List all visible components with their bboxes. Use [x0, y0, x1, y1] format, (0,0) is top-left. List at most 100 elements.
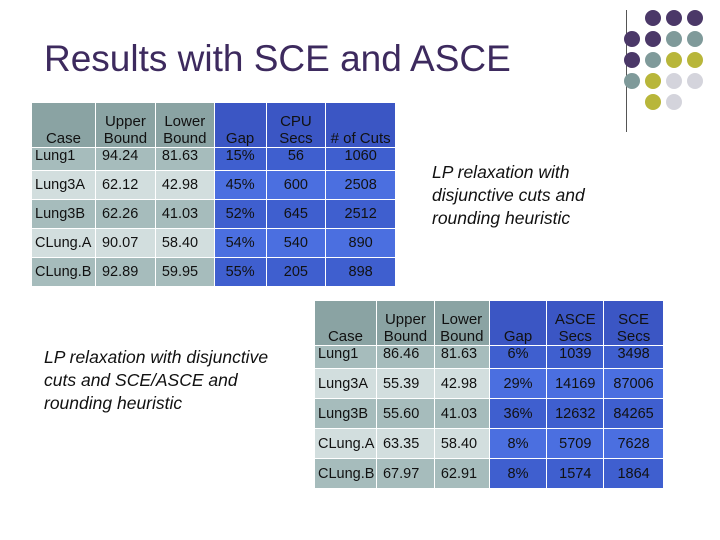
value-cell: 55.39 [375, 368, 435, 399]
value-cell: 55.60 [375, 398, 435, 429]
value-cell: 87006 [603, 368, 664, 399]
value-cell: 15% [213, 147, 267, 171]
decorative-dot [687, 10, 703, 26]
column-header: # of Cuts [325, 102, 396, 148]
case-cell: Lung3A [314, 368, 377, 399]
decorative-dot [666, 52, 682, 68]
column-header: Upper Bound [375, 300, 435, 346]
case-cell: Lung3B [314, 398, 377, 429]
table-header-row: Case Upper Bound Lower Bound Gap ASCE Secs SC… [314, 300, 664, 346]
table-row: Lung1 94.24 81.63 15% 56 1060 [31, 147, 396, 171]
decorative-dot [645, 52, 661, 68]
decorative-dot [687, 52, 703, 68]
column-header: Lower Bound [433, 300, 490, 346]
value-cell: 59.95 [154, 257, 215, 287]
value-cell: 8% [488, 428, 548, 459]
column-header: Gap [488, 300, 548, 346]
value-cell: 1039 [546, 345, 605, 369]
decorative-dot [624, 52, 640, 68]
case-cell: CLung.A [31, 228, 96, 258]
column-header: Case [314, 300, 377, 346]
value-cell: 645 [265, 199, 327, 229]
value-cell: 62.26 [94, 199, 156, 229]
value-cell: 1574 [546, 458, 605, 489]
decorative-dot-grid [624, 10, 703, 110]
value-cell: 94.24 [94, 147, 156, 171]
value-cell: 58.40 [154, 228, 215, 258]
value-cell: 86.46 [375, 345, 435, 369]
value-cell: 58.40 [433, 428, 490, 459]
table-row: Lung1 86.46 81.63 6% 1039 3498 [314, 345, 664, 369]
value-cell: 3498 [603, 345, 664, 369]
value-cell: 92.89 [94, 257, 156, 287]
value-cell: 81.63 [433, 345, 490, 369]
decorative-dot [645, 94, 661, 110]
value-cell: 67.97 [375, 458, 435, 489]
value-cell: 84265 [603, 398, 664, 429]
table-header-row: Case Upper Bound Lower Bound Gap CPU Secs # o… [31, 102, 396, 148]
value-cell: 62.12 [94, 170, 156, 200]
decorative-dot [645, 73, 661, 89]
column-header: Lower Bound [154, 102, 215, 148]
value-cell: 5709 [546, 428, 605, 459]
value-cell: 890 [325, 228, 396, 258]
decorative-dot [624, 73, 640, 89]
value-cell: 62.91 [433, 458, 490, 489]
decorative-dot [687, 31, 703, 47]
results-table-1: Case Upper Bound Lower Bound Gap CPU Secs # o… [31, 102, 396, 287]
column-header: Case [31, 102, 96, 148]
value-cell: 898 [325, 257, 396, 287]
decorative-dot [666, 94, 682, 110]
value-cell: 540 [265, 228, 327, 258]
value-cell: 54% [213, 228, 267, 258]
value-cell: 2508 [325, 170, 396, 200]
value-cell: 55% [213, 257, 267, 287]
table-row: CLung.B 67.97 62.91 8% 1574 1864 [314, 458, 664, 489]
table-row: Lung3A 62.12 42.98 45% 600 2508 [31, 170, 396, 200]
decorative-dot [645, 31, 661, 47]
column-header: SCE Secs [603, 300, 664, 346]
value-cell: 8% [488, 458, 548, 489]
case-cell: Lung3B [31, 199, 96, 229]
value-cell: 1060 [325, 147, 396, 171]
decorative-dot [666, 31, 682, 47]
slide-title: Results with SCE and ASCE [44, 38, 511, 79]
value-cell: 205 [265, 257, 327, 287]
table-row: CLung.A 63.35 58.40 8% 5709 7628 [314, 428, 664, 459]
value-cell: 41.03 [154, 199, 215, 229]
results-table-2: Case Upper Bound Lower Bound Gap ASCE Secs SC… [314, 300, 664, 489]
value-cell: 45% [213, 170, 267, 200]
value-cell: 41.03 [433, 398, 490, 429]
decorative-divider [626, 10, 627, 132]
value-cell: 12632 [546, 398, 605, 429]
decorative-dot [624, 31, 640, 47]
value-cell: 63.35 [375, 428, 435, 459]
case-cell: CLung.B [31, 257, 96, 287]
table-row: Lung3A 55.39 42.98 29% 14169 87006 [314, 368, 664, 399]
value-cell: 7628 [603, 428, 664, 459]
decorative-dot [645, 10, 661, 26]
value-cell: 600 [265, 170, 327, 200]
value-cell: 42.98 [433, 368, 490, 399]
case-cell: CLung.B [314, 458, 377, 489]
case-cell: Lung1 [314, 345, 377, 369]
column-header: ASCE Secs [546, 300, 605, 346]
column-header: Upper Bound [94, 102, 156, 148]
table-row: Lung3B 62.26 41.03 52% 645 2512 [31, 199, 396, 229]
case-cell: Lung1 [31, 147, 96, 171]
case-cell: CLung.A [314, 428, 377, 459]
value-cell: 36% [488, 398, 548, 429]
value-cell: 14169 [546, 368, 605, 399]
value-cell: 1864 [603, 458, 664, 489]
decorative-dot [666, 10, 682, 26]
value-cell: 52% [213, 199, 267, 229]
value-cell: 42.98 [154, 170, 215, 200]
table-row: CLung.B 92.89 59.95 55% 205 898 [31, 257, 396, 287]
note-lp-rounding: LP relaxation with disjunctive cuts and … [432, 162, 585, 228]
value-cell: 56 [265, 147, 327, 171]
value-cell: 6% [488, 345, 548, 369]
decorative-dot [687, 73, 703, 89]
value-cell: 2512 [325, 199, 396, 229]
value-cell: 81.63 [154, 147, 215, 171]
column-header: Gap [213, 102, 267, 148]
